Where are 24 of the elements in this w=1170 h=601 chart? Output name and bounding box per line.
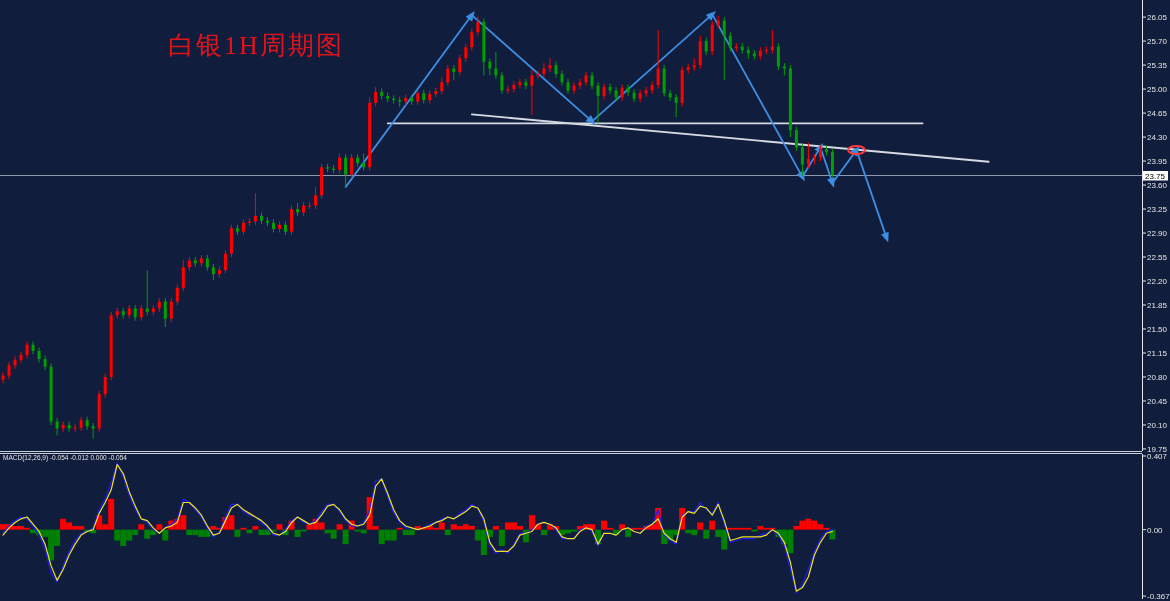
- y-tick-label: 26.05: [1147, 13, 1168, 23]
- ref-line-label: 23.75: [1145, 171, 1166, 181]
- y-tick-label: 24.30: [1147, 133, 1168, 143]
- y-tick-label: 24.65: [1147, 109, 1168, 119]
- y-tick-label: 0.407: [1147, 451, 1168, 461]
- y-tick-label: 23.95: [1147, 157, 1168, 167]
- y-tick-label: 25.35: [1147, 61, 1168, 71]
- y-tick-label: 0.00: [1147, 525, 1164, 535]
- y-tick-label: 20.80: [1147, 372, 1168, 382]
- y-tick-label: 25.00: [1147, 85, 1168, 95]
- y-tick-label: 20.10: [1147, 420, 1168, 430]
- text: 白银1H周期图: [168, 31, 344, 60]
- y-tick-label: 23.60: [1147, 181, 1168, 191]
- y-tick-label: 22.55: [1147, 253, 1168, 263]
- y-tick-label: 20.45: [1147, 396, 1168, 406]
- y-tick-label: 21.50: [1147, 325, 1168, 334]
- y-tick-label: 19.75: [1147, 444, 1168, 454]
- y-tick-label: 22.20: [1147, 277, 1168, 287]
- y-tick-label: 21.85: [1147, 301, 1168, 311]
- y-tick-label: 23.25: [1147, 205, 1168, 215]
- y-tick-label: -0.367: [1147, 592, 1170, 601]
- y-tick-label: 21.15: [1147, 348, 1168, 358]
- y-tick-label: 25.70: [1147, 37, 1168, 47]
- y-tick-label: 22.90: [1147, 229, 1168, 239]
